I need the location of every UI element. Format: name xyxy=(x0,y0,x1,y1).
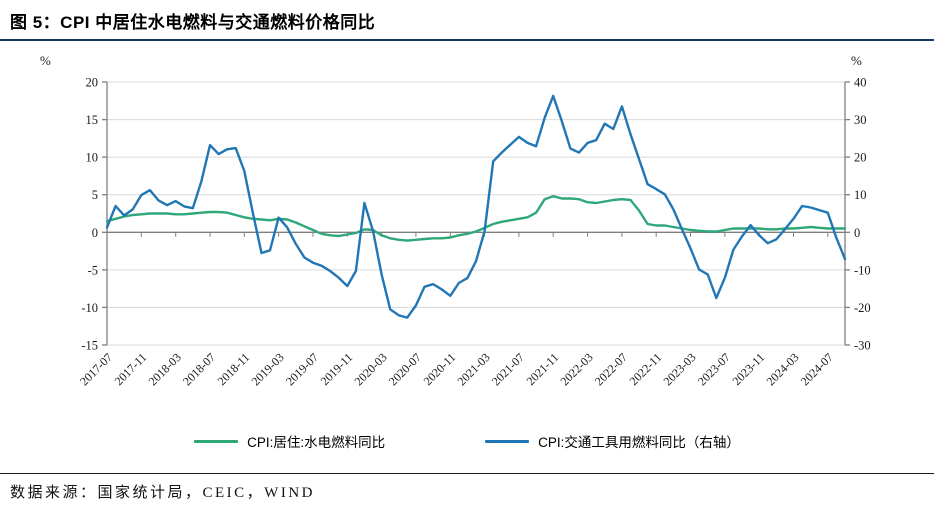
x-axis-tick-label: 2021-03 xyxy=(455,350,493,388)
x-axis-tick-label: 2020-11 xyxy=(421,350,459,388)
right-axis-tick-label: -20 xyxy=(854,301,871,315)
x-axis-tick-label: 2024-07 xyxy=(798,350,836,388)
x-axis-tick-label: 2022-11 xyxy=(626,350,664,388)
right-axis-tick-label: 0 xyxy=(854,226,860,240)
x-axis-tick-label: 2023-03 xyxy=(660,350,698,388)
x-axis-tick-label: 2020-07 xyxy=(386,350,424,388)
left-axis-tick-label: 10 xyxy=(86,151,99,165)
x-axis-tick-label: 2023-07 xyxy=(695,350,733,388)
left-axis-tick-label: -15 xyxy=(81,339,98,353)
x-axis-tick-label: 2022-07 xyxy=(592,350,630,388)
x-axis-tick-label: 2022-03 xyxy=(558,350,596,388)
x-axis-tick-label: 2019-11 xyxy=(318,350,356,388)
left-axis-unit-label: % xyxy=(40,53,51,68)
legend-label-vehicle-fuel: CPI:交通工具用燃料同比（右轴） xyxy=(538,435,740,450)
right-axis-tick-label: 40 xyxy=(854,76,867,90)
x-axis-tick-label: 2018-03 xyxy=(146,350,184,388)
left-axis-tick-label: 20 xyxy=(86,76,99,90)
x-axis-tick-label: 2017-11 xyxy=(112,350,150,388)
left-axis-tick-label: 15 xyxy=(86,113,99,127)
x-axis-tick-label: 2021-07 xyxy=(489,350,527,388)
legend-item-vehicle-fuel: CPI:交通工具用燃料同比（右轴） xyxy=(485,431,740,451)
x-axis-tick-label: 2018-11 xyxy=(215,350,253,388)
x-axis-tick-label: 2020-03 xyxy=(352,350,390,388)
legend-item-housing-fuel: CPI:居住:水电燃料同比 xyxy=(194,431,385,451)
footer-divider xyxy=(0,473,934,474)
x-axis-tick-label: 2024-03 xyxy=(763,350,801,388)
left-axis-tick-label: 5 xyxy=(92,188,98,202)
x-axis-tick-label: 2018-07 xyxy=(180,350,218,388)
legend-label-housing-fuel: CPI:居住:水电燃料同比 xyxy=(247,435,386,450)
left-axis-tick-label: 0 xyxy=(92,226,98,240)
right-axis-tick-label: -30 xyxy=(854,339,871,353)
x-axis-tick-label: 2021-11 xyxy=(523,350,561,388)
x-axis-tick-label: 2017-07 xyxy=(77,350,115,388)
right-axis-tick-label: 20 xyxy=(854,151,867,165)
right-axis-tick-label: 10 xyxy=(854,188,867,202)
series-line-0 xyxy=(105,194,847,242)
data-source-text: 数据来源：国家统计局，CEIC，WIND xyxy=(10,485,315,501)
right-axis-tick-label: 30 xyxy=(854,113,867,127)
x-axis-tick-label: 2023-11 xyxy=(729,350,767,388)
right-axis-tick-label: -10 xyxy=(854,263,871,277)
series-line-1 xyxy=(105,94,847,319)
legend-line-green xyxy=(194,439,239,443)
legend-line-blue xyxy=(485,439,530,443)
right-axis-unit-label: % xyxy=(851,53,862,68)
chart-title: 图 5：CPI 中居住水电燃料与交通燃料价格同比 xyxy=(10,13,376,32)
title-underline-divider xyxy=(0,39,934,41)
left-axis-tick-label: -10 xyxy=(81,301,98,315)
left-axis-tick-label: -5 xyxy=(88,263,98,277)
x-axis-tick-label: 2019-07 xyxy=(283,350,321,388)
legend: CPI:居住:水电燃料同比 CPI:交通工具用燃料同比（右轴） xyxy=(0,431,934,451)
x-axis-tick-label: 2019-03 xyxy=(249,350,287,388)
